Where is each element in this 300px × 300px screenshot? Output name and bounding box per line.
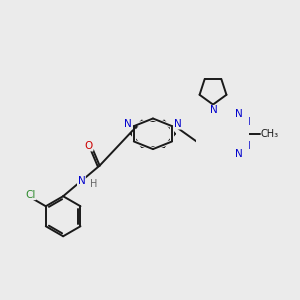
Text: O: O [85, 141, 93, 151]
Text: H: H [90, 179, 98, 190]
Text: CH₃: CH₃ [260, 129, 278, 139]
Text: N: N [124, 119, 132, 129]
Text: N: N [210, 105, 218, 116]
Bar [196, 107, 249, 160]
Text: N: N [235, 109, 242, 119]
Text: Cl: Cl [25, 190, 35, 200]
Text: N: N [242, 117, 250, 127]
Text: N: N [77, 176, 85, 186]
Text: N: N [124, 119, 132, 129]
Text: N: N [235, 148, 242, 159]
Text: N: N [174, 119, 182, 129]
Text: N: N [242, 141, 250, 151]
Text: N: N [173, 119, 181, 129]
